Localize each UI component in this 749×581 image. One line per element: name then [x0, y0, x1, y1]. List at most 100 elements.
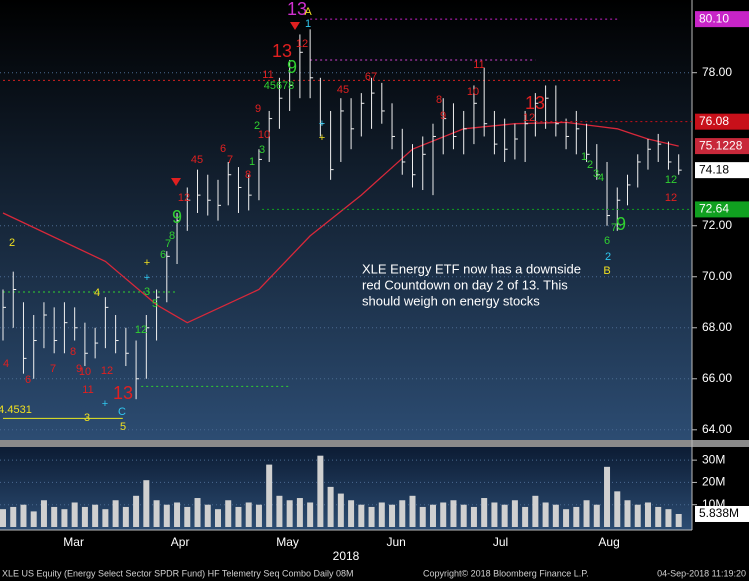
count-label: B [603, 265, 610, 277]
count-label: 13 [525, 93, 545, 113]
volume-bar [655, 506, 662, 527]
count-label: 2 [254, 120, 260, 132]
volume-bar [409, 495, 416, 527]
volume-bar [665, 509, 672, 527]
volume-bar [440, 502, 447, 527]
volume-bar [40, 500, 47, 527]
y-tick-label: 30M [702, 452, 725, 466]
volume-bar [194, 498, 201, 527]
volume-bar [429, 504, 436, 527]
count-label: 1 [249, 156, 255, 168]
volume-bar [419, 506, 426, 527]
x-tick-label: Mar [63, 535, 84, 549]
count-label: 6 [25, 374, 31, 386]
count-label: 11 [82, 384, 93, 396]
volume-bar [81, 506, 88, 527]
volume-bar [122, 506, 129, 527]
volume-bar [614, 491, 621, 527]
volume-bar [491, 502, 498, 527]
volume-bar [61, 509, 68, 527]
count-label: 67 [365, 71, 377, 83]
count-label: 10 [258, 129, 270, 141]
count-label: 4 [3, 358, 9, 370]
volume-bar [0, 509, 6, 527]
price-panel [0, 0, 692, 440]
volume-bar [532, 495, 539, 527]
count-label: 8 [436, 94, 442, 106]
level-box [695, 138, 749, 155]
level-label: 76.08 [699, 114, 729, 128]
volume-bar [163, 504, 170, 527]
count-label: 8 [245, 169, 251, 181]
volume-bar [675, 513, 682, 527]
volume-bar [481, 498, 488, 527]
y-tick-label: 78.00 [702, 65, 732, 79]
count-label: 7 [50, 363, 56, 375]
count-label: 13 [113, 383, 133, 403]
volume-bar [563, 509, 570, 527]
volume-bar [133, 495, 140, 527]
count-label: 8 [70, 346, 76, 358]
count-label: 5 [120, 421, 126, 433]
count-label: 13 [272, 41, 292, 61]
volume-bar [30, 511, 37, 527]
count-label: 3 [259, 144, 265, 156]
count-label: 7 [227, 154, 233, 166]
note-line: red Countdown on day 2 of 13. This [362, 277, 568, 292]
volume-bar [214, 509, 221, 527]
count-label: 11 [262, 69, 273, 81]
level-label: 80.10 [699, 11, 729, 25]
count-label: 12 [101, 365, 113, 377]
count-label: 12 [178, 192, 190, 204]
count-label: 4 [94, 287, 100, 299]
volume-bar [102, 509, 109, 527]
count-label: 6 [220, 143, 226, 155]
level-label: 75.1228 [699, 138, 743, 152]
count-label: 3 [593, 168, 599, 180]
volume-bar [573, 506, 580, 527]
count-label: 2 [587, 159, 593, 171]
volume-bar [511, 500, 518, 527]
count-label: 6 [160, 249, 166, 261]
volume-bar [327, 486, 334, 527]
volume-bar [389, 504, 396, 527]
level-label: 74.18 [699, 162, 729, 176]
count-label: 13 [287, 0, 307, 19]
volume-bar [604, 466, 611, 527]
volume-bar [184, 506, 191, 527]
volume-bar [450, 500, 457, 527]
y-tick-label: 68.00 [702, 320, 732, 334]
x-tick-label: Apr [171, 535, 190, 549]
volume-bar [245, 502, 252, 527]
count-label: + [144, 272, 150, 284]
count-label: 9 [172, 207, 182, 227]
count-label: 12 [135, 324, 147, 336]
volume-bar [204, 504, 211, 527]
y-tick-label: 64.00 [702, 422, 732, 436]
volume-bar [235, 506, 242, 527]
volume-last-label: 5.838M [699, 506, 739, 520]
volume-bar [225, 500, 232, 527]
volume-bar [153, 500, 160, 527]
count-label: 1 [581, 151, 587, 163]
count-label: 6 [604, 235, 610, 247]
count-label: + [319, 118, 325, 130]
volume-bar [174, 502, 181, 527]
volume-bar [522, 506, 529, 527]
volume-bar [624, 500, 631, 527]
y-tick-label: 66.00 [702, 371, 732, 385]
x-tick-label: Aug [598, 535, 619, 549]
count-label: 1 [305, 18, 311, 30]
level-box [695, 113, 749, 130]
count-label: 10 [79, 366, 91, 378]
volume-bar [348, 500, 355, 527]
y-tick-label: 70.00 [702, 269, 732, 283]
count-label: 12 [665, 192, 677, 204]
count-label: 3 [144, 286, 150, 298]
volume-bar [112, 500, 119, 527]
footer: Copyright© 2018 Bloomberg Finance L.P. [423, 568, 589, 578]
level-box [695, 162, 749, 179]
y-tick-label: 72.00 [702, 218, 732, 232]
level-box [695, 505, 749, 522]
